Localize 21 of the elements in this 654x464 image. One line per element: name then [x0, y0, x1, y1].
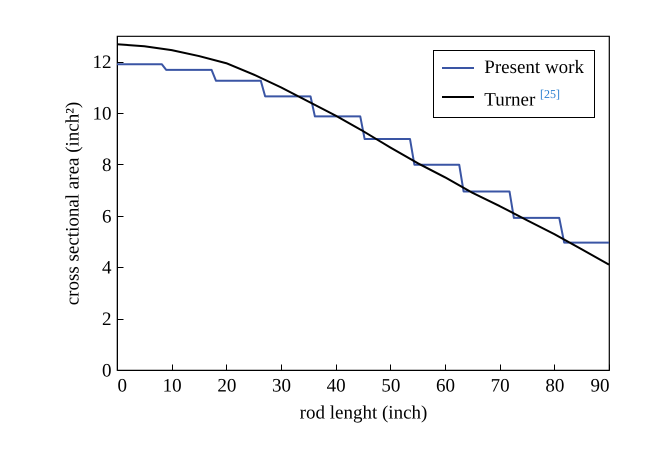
x-tick-label: 10: [162, 376, 182, 396]
x-tick-label: 80: [545, 376, 564, 396]
x-tick-label: 60: [436, 376, 455, 396]
y-tick-label: 6: [102, 206, 112, 228]
x-tick-label: 70: [490, 376, 510, 396]
x-tick-label: 0: [118, 376, 127, 396]
legend-label: Present work: [484, 56, 584, 80]
y-tick-label: 0: [102, 360, 112, 382]
x-tick-label: 90: [590, 376, 610, 396]
y-tick-label: 4: [102, 258, 112, 279]
x-axis-title: rod lenght (inch): [300, 402, 428, 424]
y-tick-label: 8: [102, 154, 112, 176]
x-tick-label: 50: [381, 376, 400, 396]
y-tick-label: 10: [92, 104, 112, 125]
x-tick-label: 40: [326, 376, 346, 396]
y-axis-title: cross sectional area (inch²): [62, 102, 84, 306]
y-tick-label: 12: [92, 52, 112, 74]
y-tick-label: 2: [102, 309, 112, 330]
x-tick-label: 20: [217, 376, 236, 396]
x-tick-label: 30: [272, 376, 291, 396]
legend-label: Turner $^{[25]}$: [484, 86, 560, 112]
